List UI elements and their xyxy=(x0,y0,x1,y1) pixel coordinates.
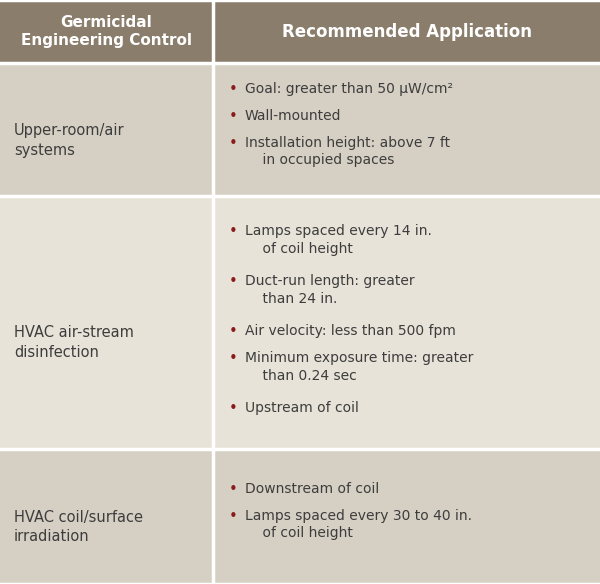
Bar xyxy=(213,0,600,63)
Text: Installation height: above 7 ft
    in occupied spaces: Installation height: above 7 ft in occup… xyxy=(245,135,450,167)
Text: •: • xyxy=(229,224,238,239)
Text: •: • xyxy=(229,352,238,366)
Bar xyxy=(213,63,600,196)
Text: Wall-mounted: Wall-mounted xyxy=(245,109,341,123)
Bar xyxy=(0,449,213,584)
Text: •: • xyxy=(229,274,238,289)
Text: Downstream of coil: Downstream of coil xyxy=(245,482,379,496)
Bar xyxy=(0,63,213,196)
Text: Germicidal
Engineering Control: Germicidal Engineering Control xyxy=(21,15,192,48)
Text: Lamps spaced every 30 to 40 in.
    of coil height: Lamps spaced every 30 to 40 in. of coil … xyxy=(245,509,472,540)
Text: Lamps spaced every 14 in.
    of coil height: Lamps spaced every 14 in. of coil height xyxy=(245,224,432,256)
Text: •: • xyxy=(229,82,238,96)
Text: •: • xyxy=(229,401,238,416)
Text: HVAC coil/surface
irradiation: HVAC coil/surface irradiation xyxy=(14,510,143,544)
Text: Air velocity: less than 500 fpm: Air velocity: less than 500 fpm xyxy=(245,324,456,338)
Text: Recommended Application: Recommended Application xyxy=(281,23,532,40)
Text: •: • xyxy=(229,324,238,339)
Text: •: • xyxy=(229,135,238,151)
Bar xyxy=(0,196,213,449)
Text: •: • xyxy=(229,109,238,124)
Bar xyxy=(0,0,213,63)
Bar xyxy=(213,196,600,449)
Text: Goal: greater than 50 μW/cm²: Goal: greater than 50 μW/cm² xyxy=(245,82,453,96)
Text: •: • xyxy=(229,509,238,524)
Text: Upstream of coil: Upstream of coil xyxy=(245,401,359,415)
Text: Upper-room/air
systems: Upper-room/air systems xyxy=(14,123,125,158)
Text: •: • xyxy=(229,482,238,497)
Text: Minimum exposure time: greater
    than 0.24 sec: Minimum exposure time: greater than 0.24… xyxy=(245,352,473,383)
Bar xyxy=(213,449,600,584)
Text: Duct-run length: greater
    than 24 in.: Duct-run length: greater than 24 in. xyxy=(245,274,415,306)
Text: HVAC air-stream
disinfection: HVAC air-stream disinfection xyxy=(14,325,134,360)
